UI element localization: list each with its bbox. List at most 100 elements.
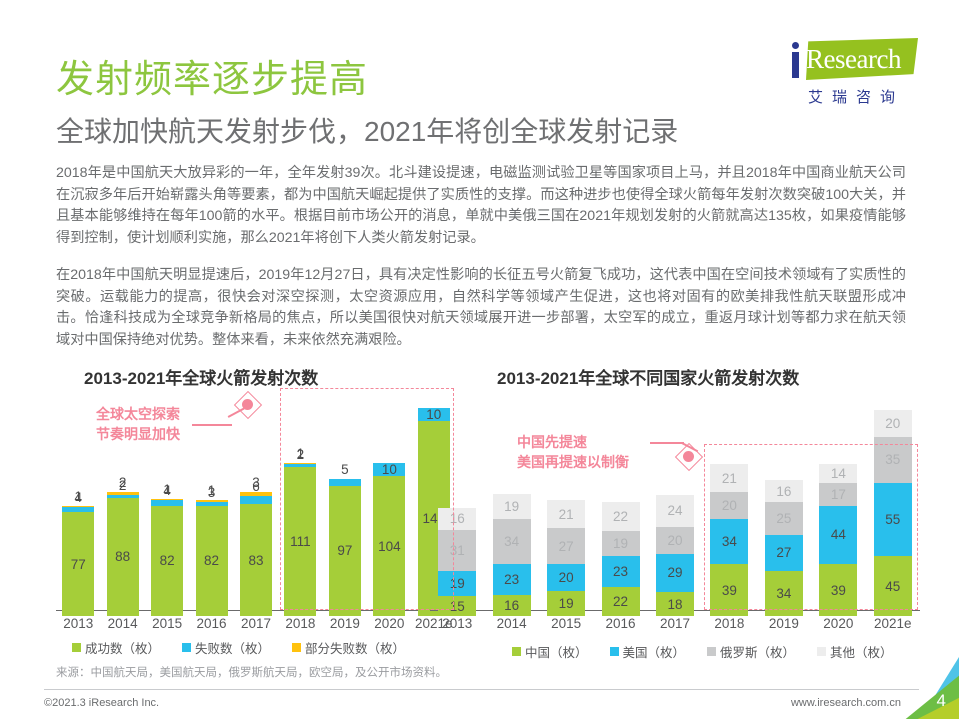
left-callout-line2: 节奏明显加快 [96,426,180,442]
bar-segment: 104 [373,476,406,616]
bar-value-label: 2 [296,447,305,462]
legend-label: 美国（枚） [622,646,686,660]
website-url: www.iresearch.com.cn [790,697,901,709]
logo-i-dot-icon [792,42,799,49]
bar-segment: 16 [492,594,531,616]
x-axis-tick: 2016 [605,616,636,631]
x-axis-tick: 2015 [152,616,183,631]
left-callout: 全球太空探索 节奏明显加快 [96,404,180,444]
bar-segment: 20 [710,492,749,519]
left-highlight-marker-icon [233,390,263,420]
x-axis-tick: 2021e [414,616,453,631]
bar-segment: 29 [656,553,694,593]
bar-column: 82 4 1 [151,390,184,616]
bar-column: 88 2 2 [106,390,139,616]
highlight-box [280,388,454,610]
bar-segment: 19 [438,570,477,597]
bar-segment: 27 [764,534,803,571]
x-axis-tick: 2021e [873,616,912,631]
x-axis-tick: 2013 [442,616,473,631]
bar-value-label: 4 [163,483,171,499]
bar-segment: 25 [764,501,803,535]
legend-label: 中国（枚） [525,646,588,660]
page-subtitle: 全球加快航天发射步伐，2021年将创全球发射记录 [56,116,679,147]
logo-chinese-name: 艾瑞咨询 [808,89,905,106]
legend-item: 中国（枚） [512,642,588,661]
bar-segment: 16 [764,480,803,502]
legend-swatch-icon [817,647,827,656]
bar-value-label: 5 [341,461,349,477]
left-callout-line1: 全球太空探索 [96,406,180,422]
bar-segment: 111 [284,466,317,616]
page-number: 4 [936,691,946,710]
bar-segment: 19 [547,590,586,616]
bar-segment: 34 [764,570,803,616]
bar-segment: 39 [710,564,749,616]
bar-value-label: 1 [74,488,82,504]
legend-label: 其他（枚） [830,646,893,660]
copyright-text: ©2021.3 iResearch Inc. [44,697,160,709]
bar-segment: 22 [601,501,640,531]
logo-mark: Research [778,36,918,82]
bar-column: 39 34 20 21 [710,390,749,616]
bar-segment: 24 [656,495,694,527]
highlight-box [704,444,918,610]
bar-segment: 20 [873,409,912,437]
bar-column: 104 10 [373,390,406,616]
bar-segment: 22 [601,586,640,616]
x-axis-tick: 2018 [285,616,316,631]
x-axis-tick: 2014 [107,616,138,631]
bar-value-label: 3 [252,475,260,491]
bar-column: 22 23 19 22 [601,390,640,616]
bar-segment [284,462,317,464]
x-axis-tick: 2014 [496,616,527,631]
bar-column: 34 27 25 16 [764,390,803,616]
iresearch-logo: Research 艾瑞咨询 [778,36,918,110]
bar-segment: 55 [873,483,912,557]
page-corner-decoration: 4 [897,657,959,719]
x-axis-tick: 2019 [329,616,360,631]
bar-value-label: 2 [118,475,127,491]
bar-segment: 34 [492,518,531,565]
legend-swatch-icon [707,647,717,656]
bar-segment: 23 [601,556,640,587]
bar-segment [151,500,184,506]
bar-segment [240,492,272,497]
right-callout: 中国先提速 美国再提速以制衡 [517,432,629,472]
bar-segment [106,492,139,495]
bar-column: 97 5 [328,390,361,616]
bar-segment: 45 [873,556,912,616]
bar-value-label: 1 [207,483,216,499]
bar-column: 39 44 17 14 [819,390,858,616]
bar-segment [195,501,228,506]
bar-column: 18 29 20 24 [656,390,694,616]
right-chart: 15 19 31 16 16 23 34 19 19 20 27 21 22 23 19 22 18 29 20 24… [430,384,920,616]
legend-label: 部分失败数（枚） [305,642,406,656]
bar-value-label: 3 [207,484,216,500]
footer-divider [44,689,919,690]
x-axis-tick: 2018 [714,616,745,631]
legend-item: 其他（枚） [817,642,893,661]
x-axis-tick: 2015 [551,616,582,631]
logo-parallelogram-icon [806,38,918,80]
left-chart-legend: 成功数（枚） 失败数（枚） 部分失败数（枚） [72,638,427,657]
bar-segment: 34 [710,518,749,565]
logo-wordmark: Research [806,44,901,74]
x-axis-tick: 2017 [240,616,272,631]
x-axis-tick: 2017 [659,616,691,631]
bar-column: 19 20 27 21 [547,390,586,616]
bar-segment [62,507,95,513]
left-chart-title: 2013-2021年全球火箭发射次数 [84,369,319,388]
source-note: 来源：中国航天局，美国航天局，俄罗斯航天局，欧空局，及公开市场资料。 [56,667,447,679]
bar-segment [284,464,317,467]
bar-column: 82 3 1 [195,390,228,616]
legend-swatch-icon [72,643,81,652]
right-callout-connector [650,442,684,444]
bar-value-label: 6 [252,479,260,495]
bar-segment: 97 [328,485,361,616]
legend-swatch-icon [609,647,619,656]
bar-segment: 10 [417,407,450,422]
bar-segment: 21 [547,500,586,529]
legend-item: 美国（枚） [609,642,686,661]
bar-segment: 19 [492,493,531,519]
